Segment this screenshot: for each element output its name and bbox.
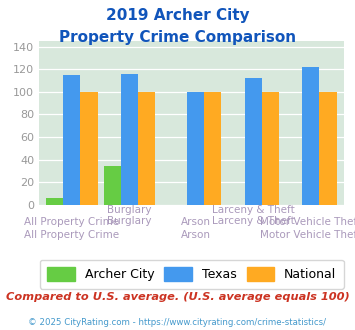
Bar xyxy=(204,92,222,205)
Text: Compared to U.S. average. (U.S. average equals 100): Compared to U.S. average. (U.S. average … xyxy=(6,292,349,302)
Legend: Archer City, Texas, National: Archer City, Texas, National xyxy=(40,260,344,289)
Text: © 2025 CityRating.com - https://www.cityrating.com/crime-statistics/: © 2025 CityRating.com - https://www.city… xyxy=(28,318,327,327)
Text: Motor Vehicle Theft: Motor Vehicle Theft xyxy=(260,230,355,240)
Bar xyxy=(187,92,204,205)
Text: All Property Crime: All Property Crime xyxy=(24,217,119,227)
Bar xyxy=(302,67,320,205)
Bar xyxy=(80,92,98,205)
Text: Arson: Arson xyxy=(181,230,211,240)
Bar xyxy=(104,166,121,205)
Text: Motor Vehicle Theft: Motor Vehicle Theft xyxy=(260,217,355,227)
Bar xyxy=(138,92,155,205)
Bar xyxy=(245,79,262,205)
Bar xyxy=(320,92,337,205)
Text: Burglary: Burglary xyxy=(107,216,152,226)
Bar xyxy=(121,74,138,205)
Text: Property Crime Comparison: Property Crime Comparison xyxy=(59,30,296,45)
Text: Larceny & Theft: Larceny & Theft xyxy=(212,205,295,214)
Text: Arson: Arson xyxy=(181,217,211,227)
Bar xyxy=(63,75,80,205)
Bar xyxy=(46,198,63,205)
Text: Larceny & Theft: Larceny & Theft xyxy=(212,216,295,226)
Text: All Property Crime: All Property Crime xyxy=(24,230,119,240)
Text: Burglary: Burglary xyxy=(107,205,152,214)
Bar xyxy=(262,92,279,205)
Text: 2019 Archer City: 2019 Archer City xyxy=(106,8,249,23)
